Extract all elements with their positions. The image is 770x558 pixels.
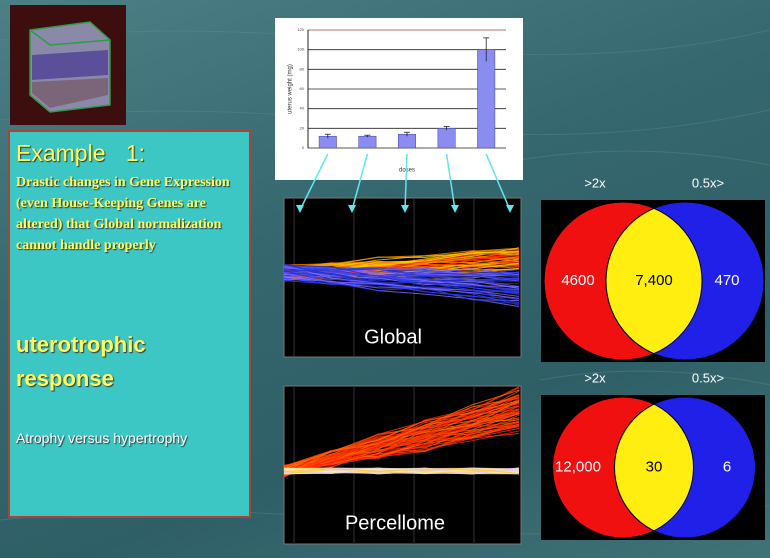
- bar: [438, 128, 455, 148]
- y-tick-label: 60: [300, 86, 305, 91]
- y-tick-label: 100: [297, 47, 304, 52]
- venn-label: >2x: [584, 175, 606, 190]
- bar: [477, 50, 494, 148]
- venn-count: 30: [646, 458, 663, 475]
- bar: [398, 134, 415, 148]
- slide: Global Percellome 020406080100120uterus …: [0, 0, 770, 558]
- bar: [359, 136, 376, 148]
- venn-label: 0.5x>: [692, 370, 724, 385]
- text-panel: Example 1: Drastic changes in Gene Expre…: [8, 130, 251, 518]
- panel-note: Atrophy versus hypertrophy: [16, 430, 187, 446]
- panel-subtitle: uterotrophic response: [16, 328, 216, 396]
- panel-title: Example 1:: [16, 140, 145, 167]
- venn-count: 470: [714, 272, 739, 289]
- y-tick-label: 80: [300, 66, 305, 71]
- y-tick-label: 40: [300, 106, 305, 111]
- plot-label: Percellome: [345, 512, 445, 534]
- plot-label: Global: [364, 326, 422, 348]
- cube-icon: [30, 22, 110, 112]
- venn-count: 12,000: [555, 458, 601, 475]
- y-axis-label: uterus weight (mg): [288, 64, 294, 114]
- venn-count: 6: [723, 458, 731, 475]
- venn-count: 7,400: [635, 272, 673, 289]
- y-tick-label: 120: [297, 27, 304, 32]
- venn-label: 0.5x>: [692, 175, 724, 190]
- panel-description: Drastic changes in Gene Expression (even…: [16, 172, 244, 256]
- venn-count: 4600: [561, 272, 594, 289]
- y-tick-label: 20: [300, 125, 305, 130]
- venn-label: >2x: [584, 370, 606, 385]
